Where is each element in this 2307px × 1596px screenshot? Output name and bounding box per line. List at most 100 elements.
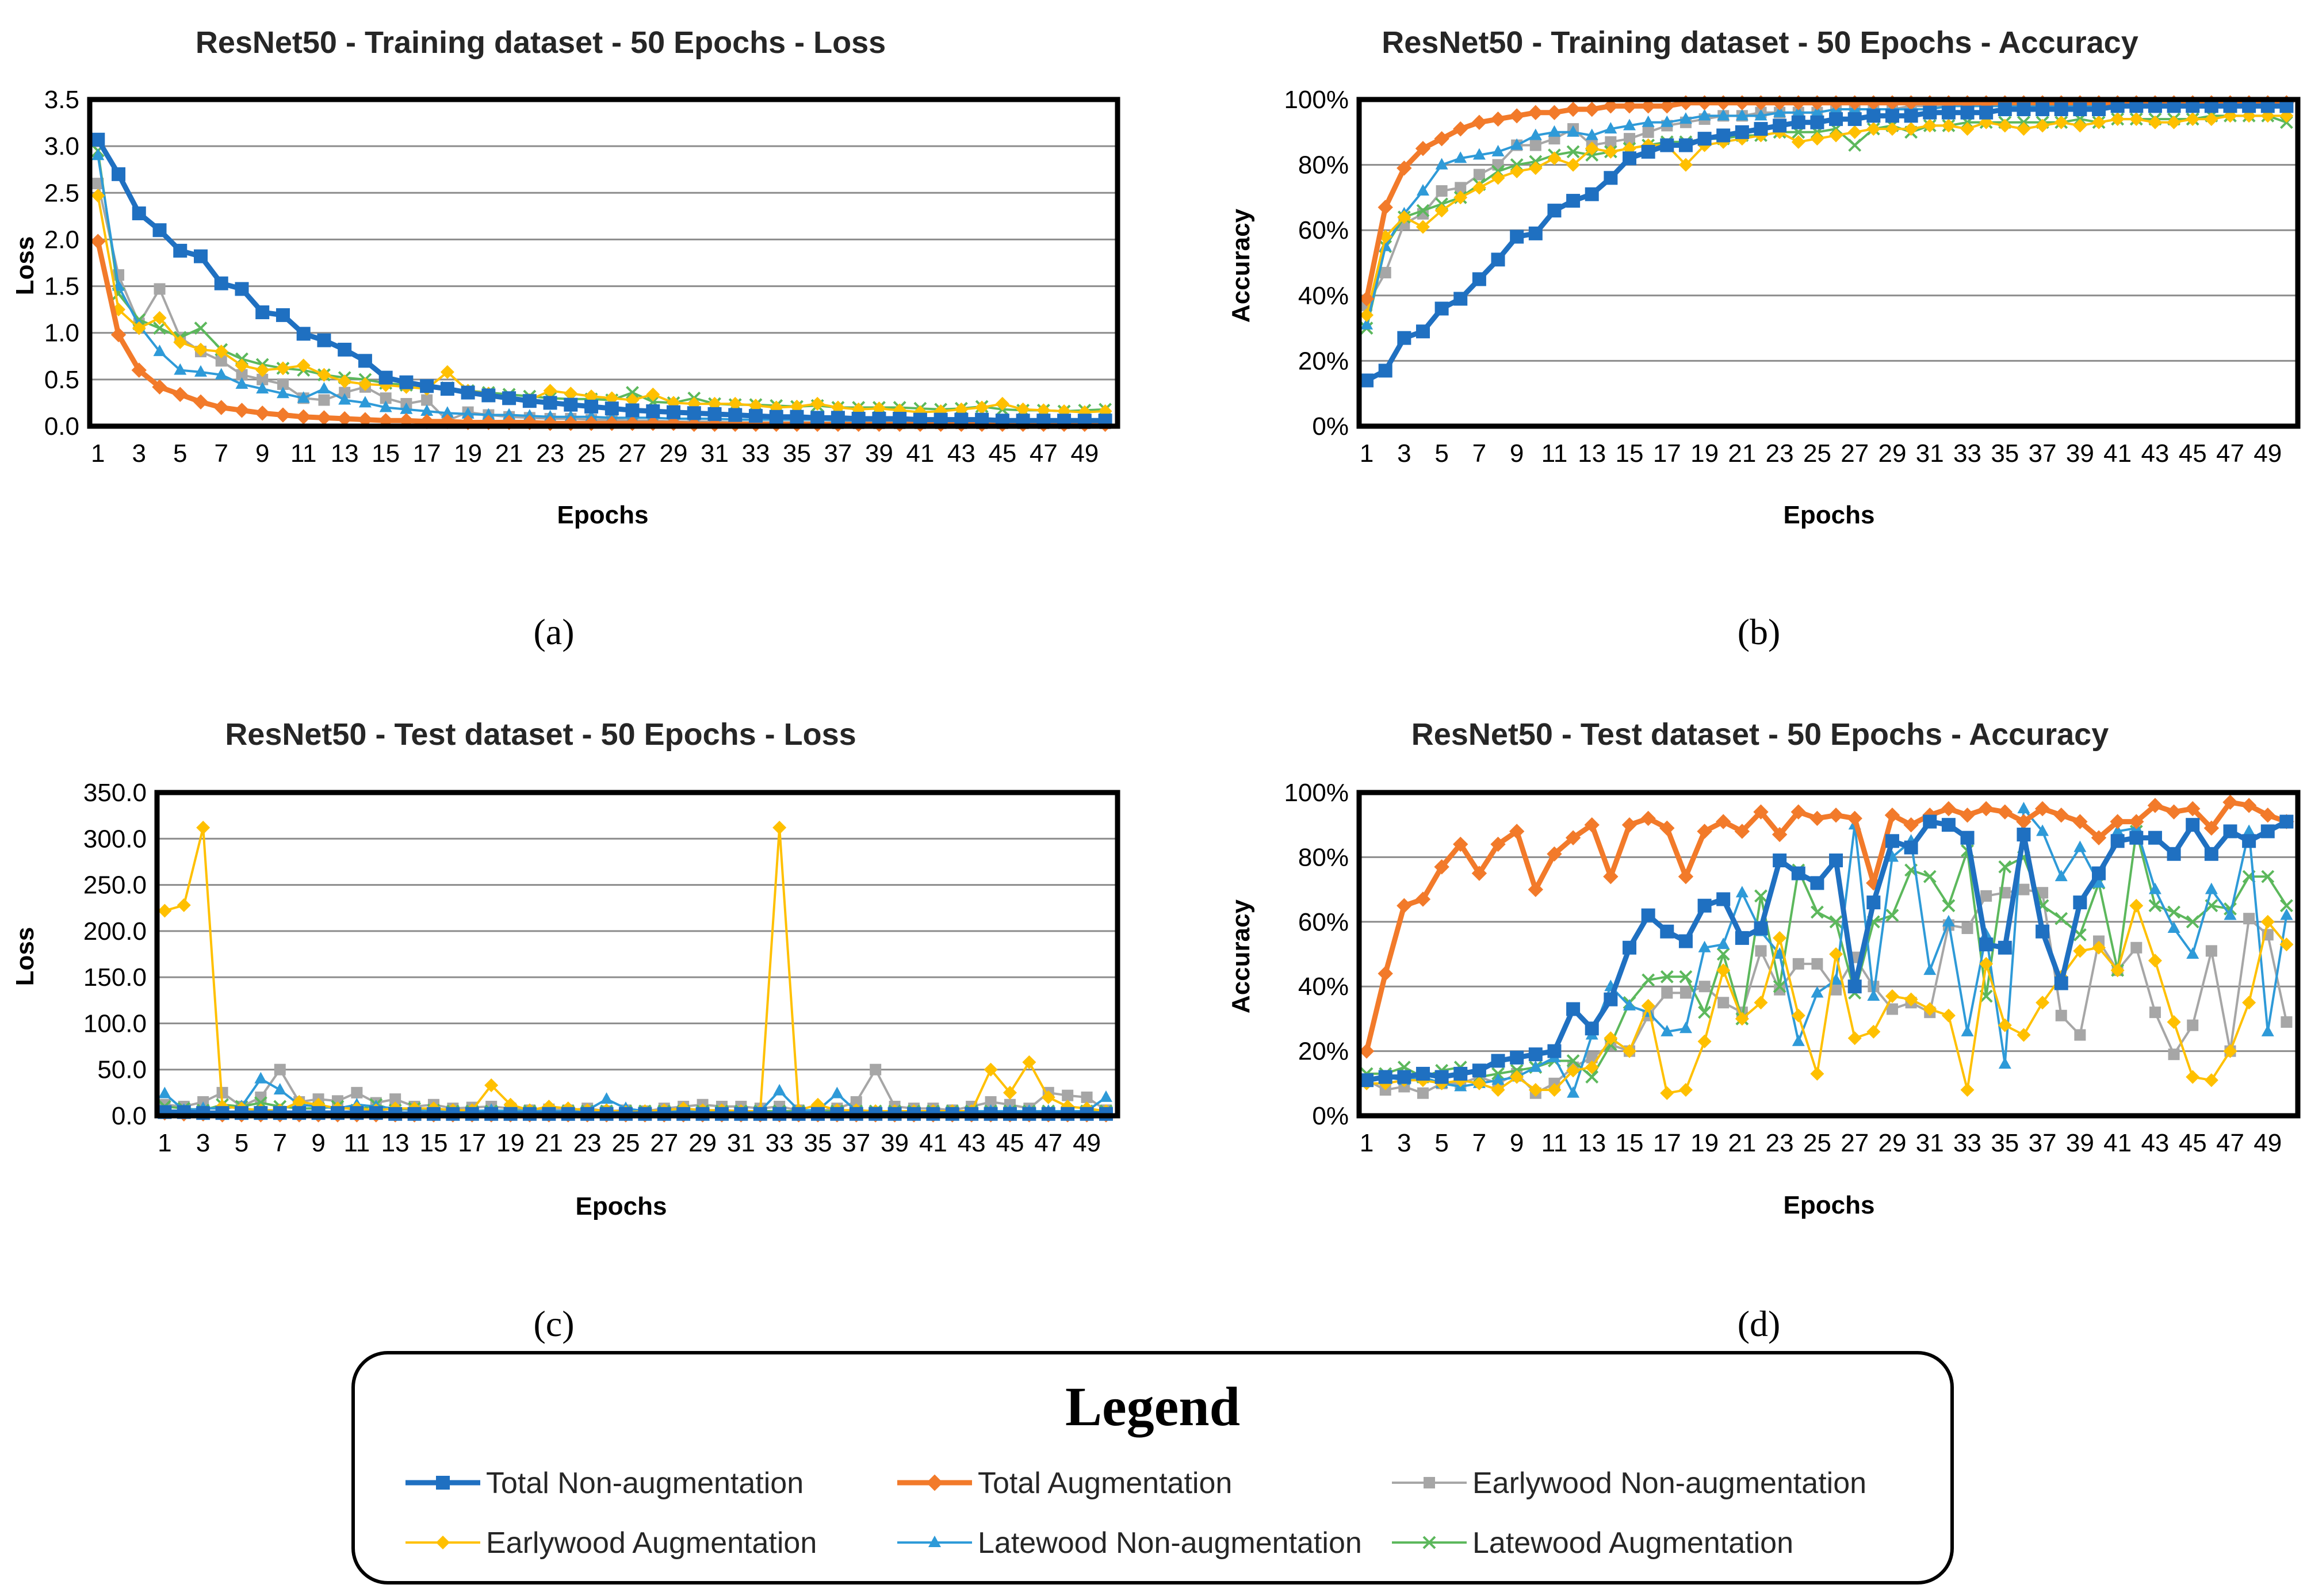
x-tick-label: 13	[1578, 1129, 1606, 1157]
data-point	[2130, 941, 2143, 954]
data-point	[2074, 1029, 2086, 1041]
data-point	[501, 415, 517, 430]
data-point	[1998, 1018, 2012, 1032]
legend-item-latewood-augmentation: Latewood Augmentation	[1392, 1526, 1793, 1560]
data-point	[2110, 112, 2125, 127]
data-point	[1810, 876, 1824, 890]
data-point	[1360, 373, 1374, 388]
chart-b-plot-frame	[1356, 97, 2301, 429]
data-point	[196, 821, 211, 835]
x-tick-label: 27	[650, 1129, 678, 1157]
data-point	[625, 403, 640, 418]
data-point	[522, 394, 537, 408]
data-point	[1529, 139, 1541, 151]
data-point	[1923, 963, 1937, 975]
data-point	[379, 400, 392, 412]
legend-box	[351, 1351, 1954, 1584]
x-tick-label: 9	[1510, 439, 1524, 468]
data-point	[1829, 112, 1843, 127]
data-point	[1961, 923, 1973, 935]
series-earlywood-non-augmentation	[92, 178, 1111, 430]
data-point	[1567, 1086, 1580, 1098]
data-point	[1754, 996, 1768, 1010]
data-point	[193, 342, 208, 357]
y-tick-label: 0.0	[112, 1102, 147, 1130]
data-point	[1791, 1008, 1805, 1023]
x-tick-label: 19	[1690, 1129, 1719, 1157]
data-point	[810, 411, 825, 425]
data-point	[1491, 1083, 1505, 1097]
data-point	[1623, 940, 1637, 955]
data-point	[985, 1096, 997, 1108]
data-point	[1979, 105, 1994, 120]
data-point	[153, 345, 166, 357]
data-point	[1624, 133, 1636, 145]
data-point	[1811, 905, 1824, 919]
chart-b-x-ticks: 1 3 5 7 9 11 13 15 17 19 21 23 25 27 29 31 33 35 37 39 41 43 4…	[1360, 439, 2282, 468]
data-point	[2148, 882, 2161, 894]
data-point	[2260, 807, 2275, 823]
data-point	[1810, 132, 1824, 146]
data-point	[1566, 1063, 1581, 1078]
data-point	[2147, 798, 2163, 813]
x-tick-label: 1	[158, 1129, 171, 1157]
data-point	[132, 321, 146, 335]
x-tick-label: 21	[535, 1129, 563, 1157]
data-point	[2054, 115, 2068, 129]
x-tick-label: 45	[996, 1129, 1024, 1157]
data-point	[460, 415, 476, 430]
series-line-total-non-augmentation	[1366, 819, 2288, 1083]
data-point	[625, 415, 640, 431]
data-point	[2281, 1016, 2293, 1028]
data-point	[605, 401, 619, 416]
x-tick-label: 45	[988, 439, 1016, 468]
chart-c-y-label: Loss	[11, 927, 39, 986]
data-point	[1941, 105, 1956, 120]
chart-a-y-label: Loss	[11, 236, 39, 296]
chart-c-x-ticks: 1 3 5 7 9 11 13 15 17 19 21 23 25 27 29 31 33 35 37 39 41 43 4…	[158, 1129, 1101, 1157]
series-line-earlywood-non-augmentation	[97, 183, 1105, 425]
data-point	[1773, 118, 1787, 133]
data-point	[1885, 909, 1899, 922]
data-point	[1547, 105, 1562, 120]
data-point	[1716, 814, 1731, 829]
x-tick-label: 41	[919, 1129, 947, 1157]
data-point	[276, 386, 289, 399]
data-point	[1735, 125, 1749, 139]
chart-d-series	[1359, 794, 2294, 1100]
x-tick-label: 25	[611, 1129, 640, 1157]
data-point	[1679, 970, 1693, 983]
legend: Legend Total Non-augmentation Total Augme…	[351, 1351, 1954, 1584]
data-point	[173, 386, 188, 403]
data-point	[1416, 184, 1429, 196]
data-point	[1847, 112, 1862, 127]
x-tick-label: 21	[1728, 1129, 1756, 1157]
data-point	[2204, 847, 2218, 861]
data-point	[132, 206, 146, 220]
data-point	[255, 363, 270, 377]
data-point	[194, 365, 207, 377]
data-point	[1454, 151, 1467, 163]
data-point	[2279, 937, 2294, 952]
data-point	[522, 415, 538, 430]
data-point	[1397, 210, 1411, 224]
y-tick-label: 300.0	[83, 825, 147, 853]
data-point	[1811, 958, 1823, 970]
legend-label: Latewood Augmentation	[1472, 1526, 1793, 1560]
data-point	[1998, 118, 2012, 133]
data-point	[1510, 164, 1524, 178]
data-point	[2168, 1048, 2180, 1061]
data-point	[358, 354, 372, 368]
data-point	[1566, 145, 1580, 159]
data-point	[831, 411, 845, 425]
data-point	[296, 327, 311, 341]
data-point	[2017, 122, 2031, 136]
data-point	[1360, 308, 1374, 322]
data-point	[338, 374, 352, 389]
y-tick-label: 150.0	[83, 963, 147, 992]
data-point	[1867, 989, 1880, 1001]
data-point	[194, 322, 208, 335]
data-point	[91, 132, 105, 147]
data-point	[1528, 882, 1544, 897]
